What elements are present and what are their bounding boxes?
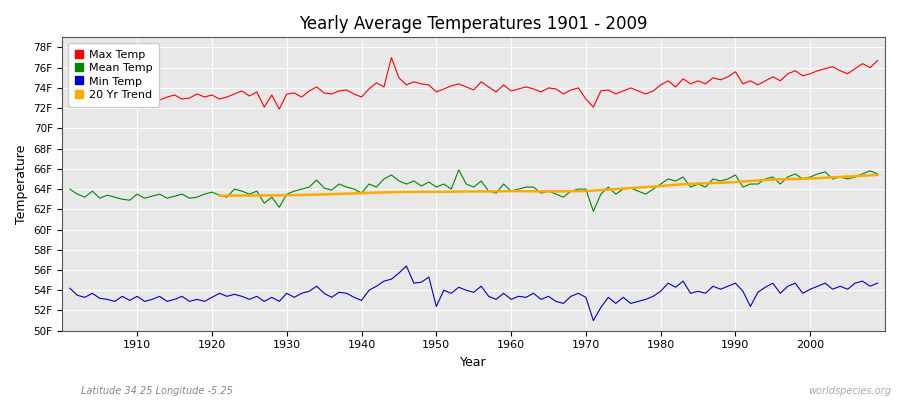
Title: Yearly Average Temperatures 1901 - 2009: Yearly Average Temperatures 1901 - 2009 (300, 15, 648, 33)
Y-axis label: Temperature: Temperature (15, 144, 28, 224)
Text: Latitude 34.25 Longitude -5.25: Latitude 34.25 Longitude -5.25 (81, 386, 233, 396)
X-axis label: Year: Year (461, 356, 487, 369)
Text: worldspecies.org: worldspecies.org (808, 386, 891, 396)
Legend: Max Temp, Mean Temp, Min Temp, 20 Yr Trend: Max Temp, Mean Temp, Min Temp, 20 Yr Tre… (68, 43, 159, 107)
